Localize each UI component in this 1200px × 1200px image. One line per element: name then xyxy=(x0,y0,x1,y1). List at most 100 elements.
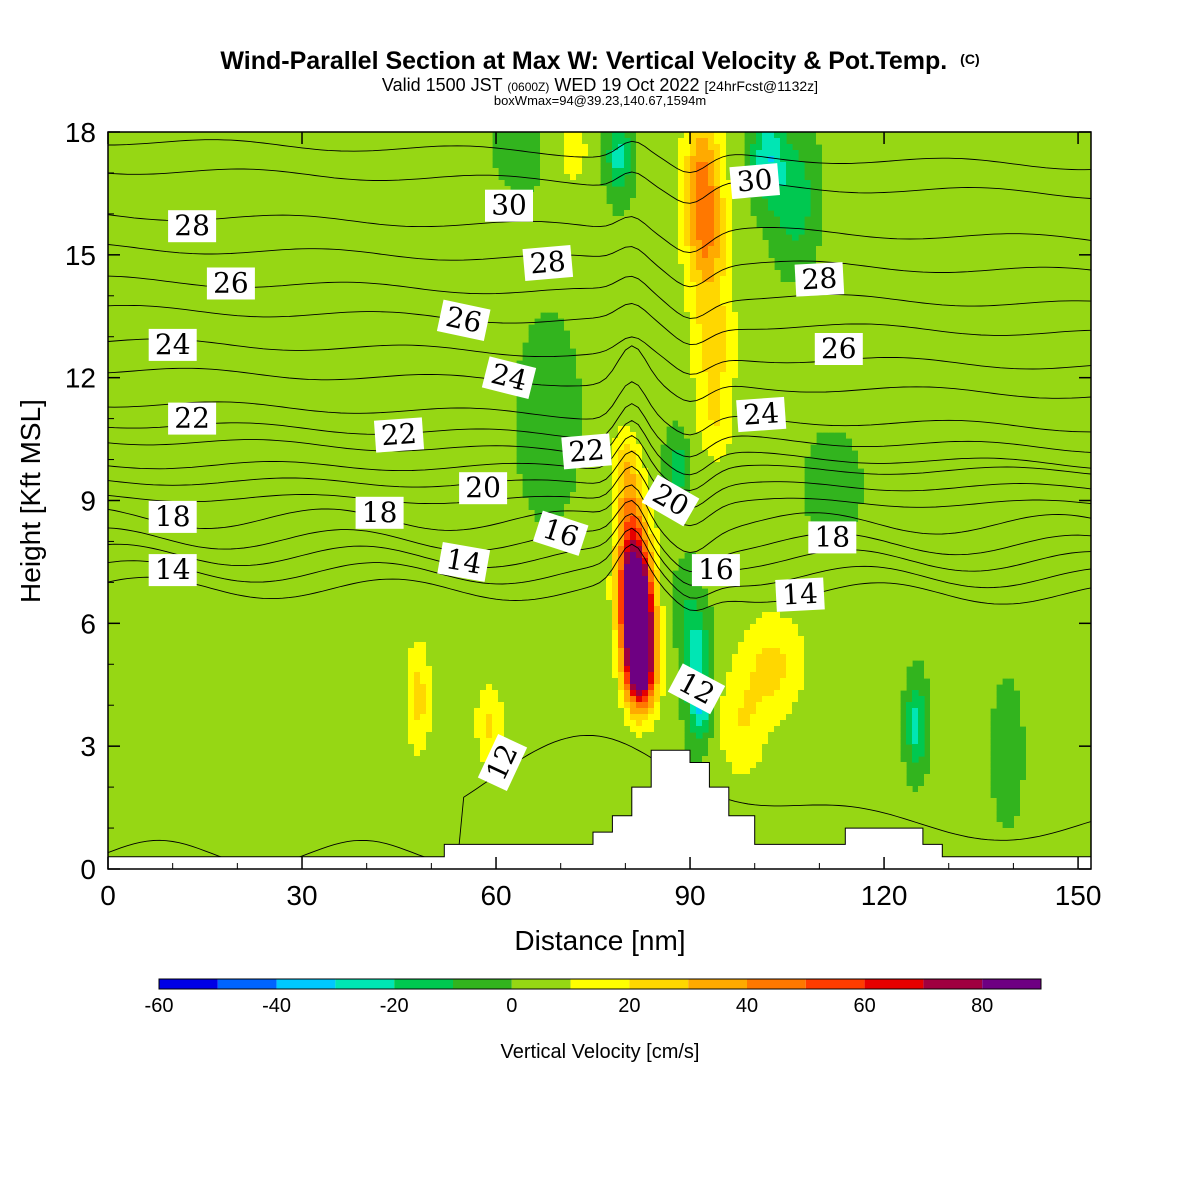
w-cell xyxy=(1080,288,1087,295)
w-cell xyxy=(114,144,121,151)
w-cell xyxy=(348,264,355,271)
w-cell xyxy=(150,138,157,145)
w-cell xyxy=(774,306,781,313)
w-cell xyxy=(828,132,835,139)
w-cell xyxy=(726,156,733,163)
w-cell xyxy=(930,138,937,145)
w-cell xyxy=(576,240,583,247)
w-cell xyxy=(120,204,127,211)
w-cell xyxy=(1044,282,1051,289)
w-cell xyxy=(750,222,757,229)
w-cell xyxy=(954,282,961,289)
w-cell xyxy=(678,174,685,181)
w-cell xyxy=(840,222,847,229)
w-cell xyxy=(918,318,925,325)
w-cell xyxy=(882,144,889,151)
w-cell xyxy=(210,324,217,331)
w-cell xyxy=(414,300,421,307)
w-cell xyxy=(732,312,739,319)
w-cell xyxy=(540,180,547,187)
w-cell xyxy=(270,198,277,205)
w-cell xyxy=(384,246,391,253)
w-cell xyxy=(144,288,151,295)
w-cell xyxy=(918,228,925,235)
w-cell xyxy=(420,132,427,139)
w-cell xyxy=(318,288,325,295)
w-cell xyxy=(288,150,295,157)
w-cell xyxy=(912,228,919,235)
w-cell xyxy=(786,318,793,325)
w-cell xyxy=(906,234,913,241)
w-cell xyxy=(330,258,337,265)
w-cell xyxy=(642,234,649,241)
w-cell xyxy=(258,144,265,151)
w-cell xyxy=(912,306,919,313)
w-cell xyxy=(654,246,661,253)
w-cell xyxy=(216,252,223,259)
w-cell xyxy=(1002,276,1009,283)
w-cell xyxy=(174,132,181,139)
w-cell xyxy=(114,324,121,331)
w-cell xyxy=(414,258,421,265)
w-cell xyxy=(588,246,595,253)
w-cell xyxy=(948,318,955,325)
w-cell xyxy=(702,282,709,289)
w-cell xyxy=(1038,312,1045,319)
w-cell xyxy=(168,174,175,181)
w-cell xyxy=(984,264,991,271)
w-cell xyxy=(876,204,883,211)
w-cell xyxy=(636,168,643,175)
w-cell xyxy=(330,240,337,247)
w-cell xyxy=(1026,132,1033,139)
w-cell xyxy=(714,222,721,229)
w-cell xyxy=(876,228,883,235)
w-cell xyxy=(570,282,577,289)
w-cell xyxy=(144,306,151,313)
w-cell xyxy=(906,240,913,247)
w-cell xyxy=(132,150,139,157)
w-cell xyxy=(822,312,829,319)
w-cell xyxy=(114,300,121,307)
w-cell xyxy=(438,138,445,145)
w-cell xyxy=(384,144,391,151)
w-cell xyxy=(342,240,349,247)
w-cell xyxy=(744,246,751,253)
w-cell xyxy=(162,132,169,139)
w-cell xyxy=(168,186,175,193)
w-cell xyxy=(960,216,967,223)
w-cell xyxy=(126,162,133,169)
w-cell xyxy=(1002,216,1009,223)
w-cell xyxy=(312,264,319,271)
w-cell xyxy=(324,258,331,265)
w-cell xyxy=(906,306,913,313)
w-cell xyxy=(738,234,745,241)
w-cell xyxy=(1026,150,1033,157)
w-cell xyxy=(534,282,541,289)
w-cell xyxy=(318,180,325,187)
w-cell xyxy=(888,222,895,229)
w-cell xyxy=(762,132,769,139)
w-cell xyxy=(612,168,619,175)
w-cell xyxy=(492,174,499,181)
w-cell xyxy=(462,204,469,211)
w-cell xyxy=(246,144,253,151)
w-cell xyxy=(912,138,919,145)
w-cell xyxy=(720,252,727,259)
w-cell xyxy=(1026,168,1033,175)
w-cell xyxy=(1014,216,1021,223)
w-cell xyxy=(702,264,709,271)
w-cell xyxy=(174,288,181,295)
w-cell xyxy=(114,180,121,187)
w-cell xyxy=(132,138,139,145)
w-cell xyxy=(342,162,349,169)
w-cell xyxy=(666,180,673,187)
w-cell xyxy=(540,174,547,181)
w-cell xyxy=(1044,252,1051,259)
w-cell xyxy=(714,276,721,283)
w-cell xyxy=(876,264,883,271)
w-cell xyxy=(666,318,673,325)
w-cell xyxy=(510,258,517,265)
w-cell xyxy=(540,234,547,241)
w-cell xyxy=(906,318,913,325)
w-cell xyxy=(216,222,223,229)
